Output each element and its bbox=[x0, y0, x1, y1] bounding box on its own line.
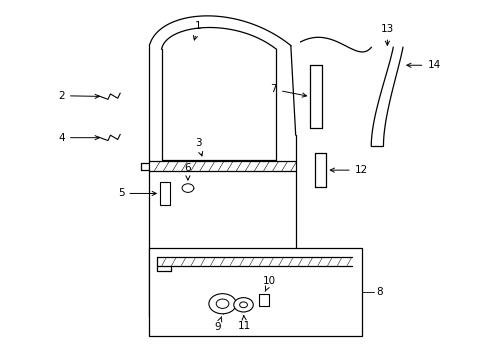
Text: 7: 7 bbox=[270, 85, 306, 97]
Text: 3: 3 bbox=[194, 139, 203, 156]
Text: 11: 11 bbox=[237, 315, 251, 331]
Text: 5: 5 bbox=[118, 188, 156, 198]
Circle shape bbox=[233, 298, 253, 312]
Circle shape bbox=[182, 184, 193, 192]
Text: 10: 10 bbox=[263, 276, 276, 292]
Bar bbox=[149, 248, 361, 336]
Circle shape bbox=[208, 294, 236, 314]
Text: 1: 1 bbox=[193, 21, 201, 40]
Circle shape bbox=[239, 302, 247, 308]
Text: 9: 9 bbox=[214, 317, 221, 332]
Text: 12: 12 bbox=[329, 165, 367, 175]
Bar bbox=[160, 182, 169, 205]
Text: 8: 8 bbox=[375, 287, 382, 297]
Text: 14: 14 bbox=[406, 60, 440, 70]
Text: 2: 2 bbox=[58, 91, 99, 101]
Circle shape bbox=[216, 299, 228, 309]
Text: 13: 13 bbox=[380, 24, 393, 45]
Text: 4: 4 bbox=[58, 133, 99, 143]
Text: 6: 6 bbox=[184, 163, 191, 180]
Bar bbox=[259, 294, 268, 306]
